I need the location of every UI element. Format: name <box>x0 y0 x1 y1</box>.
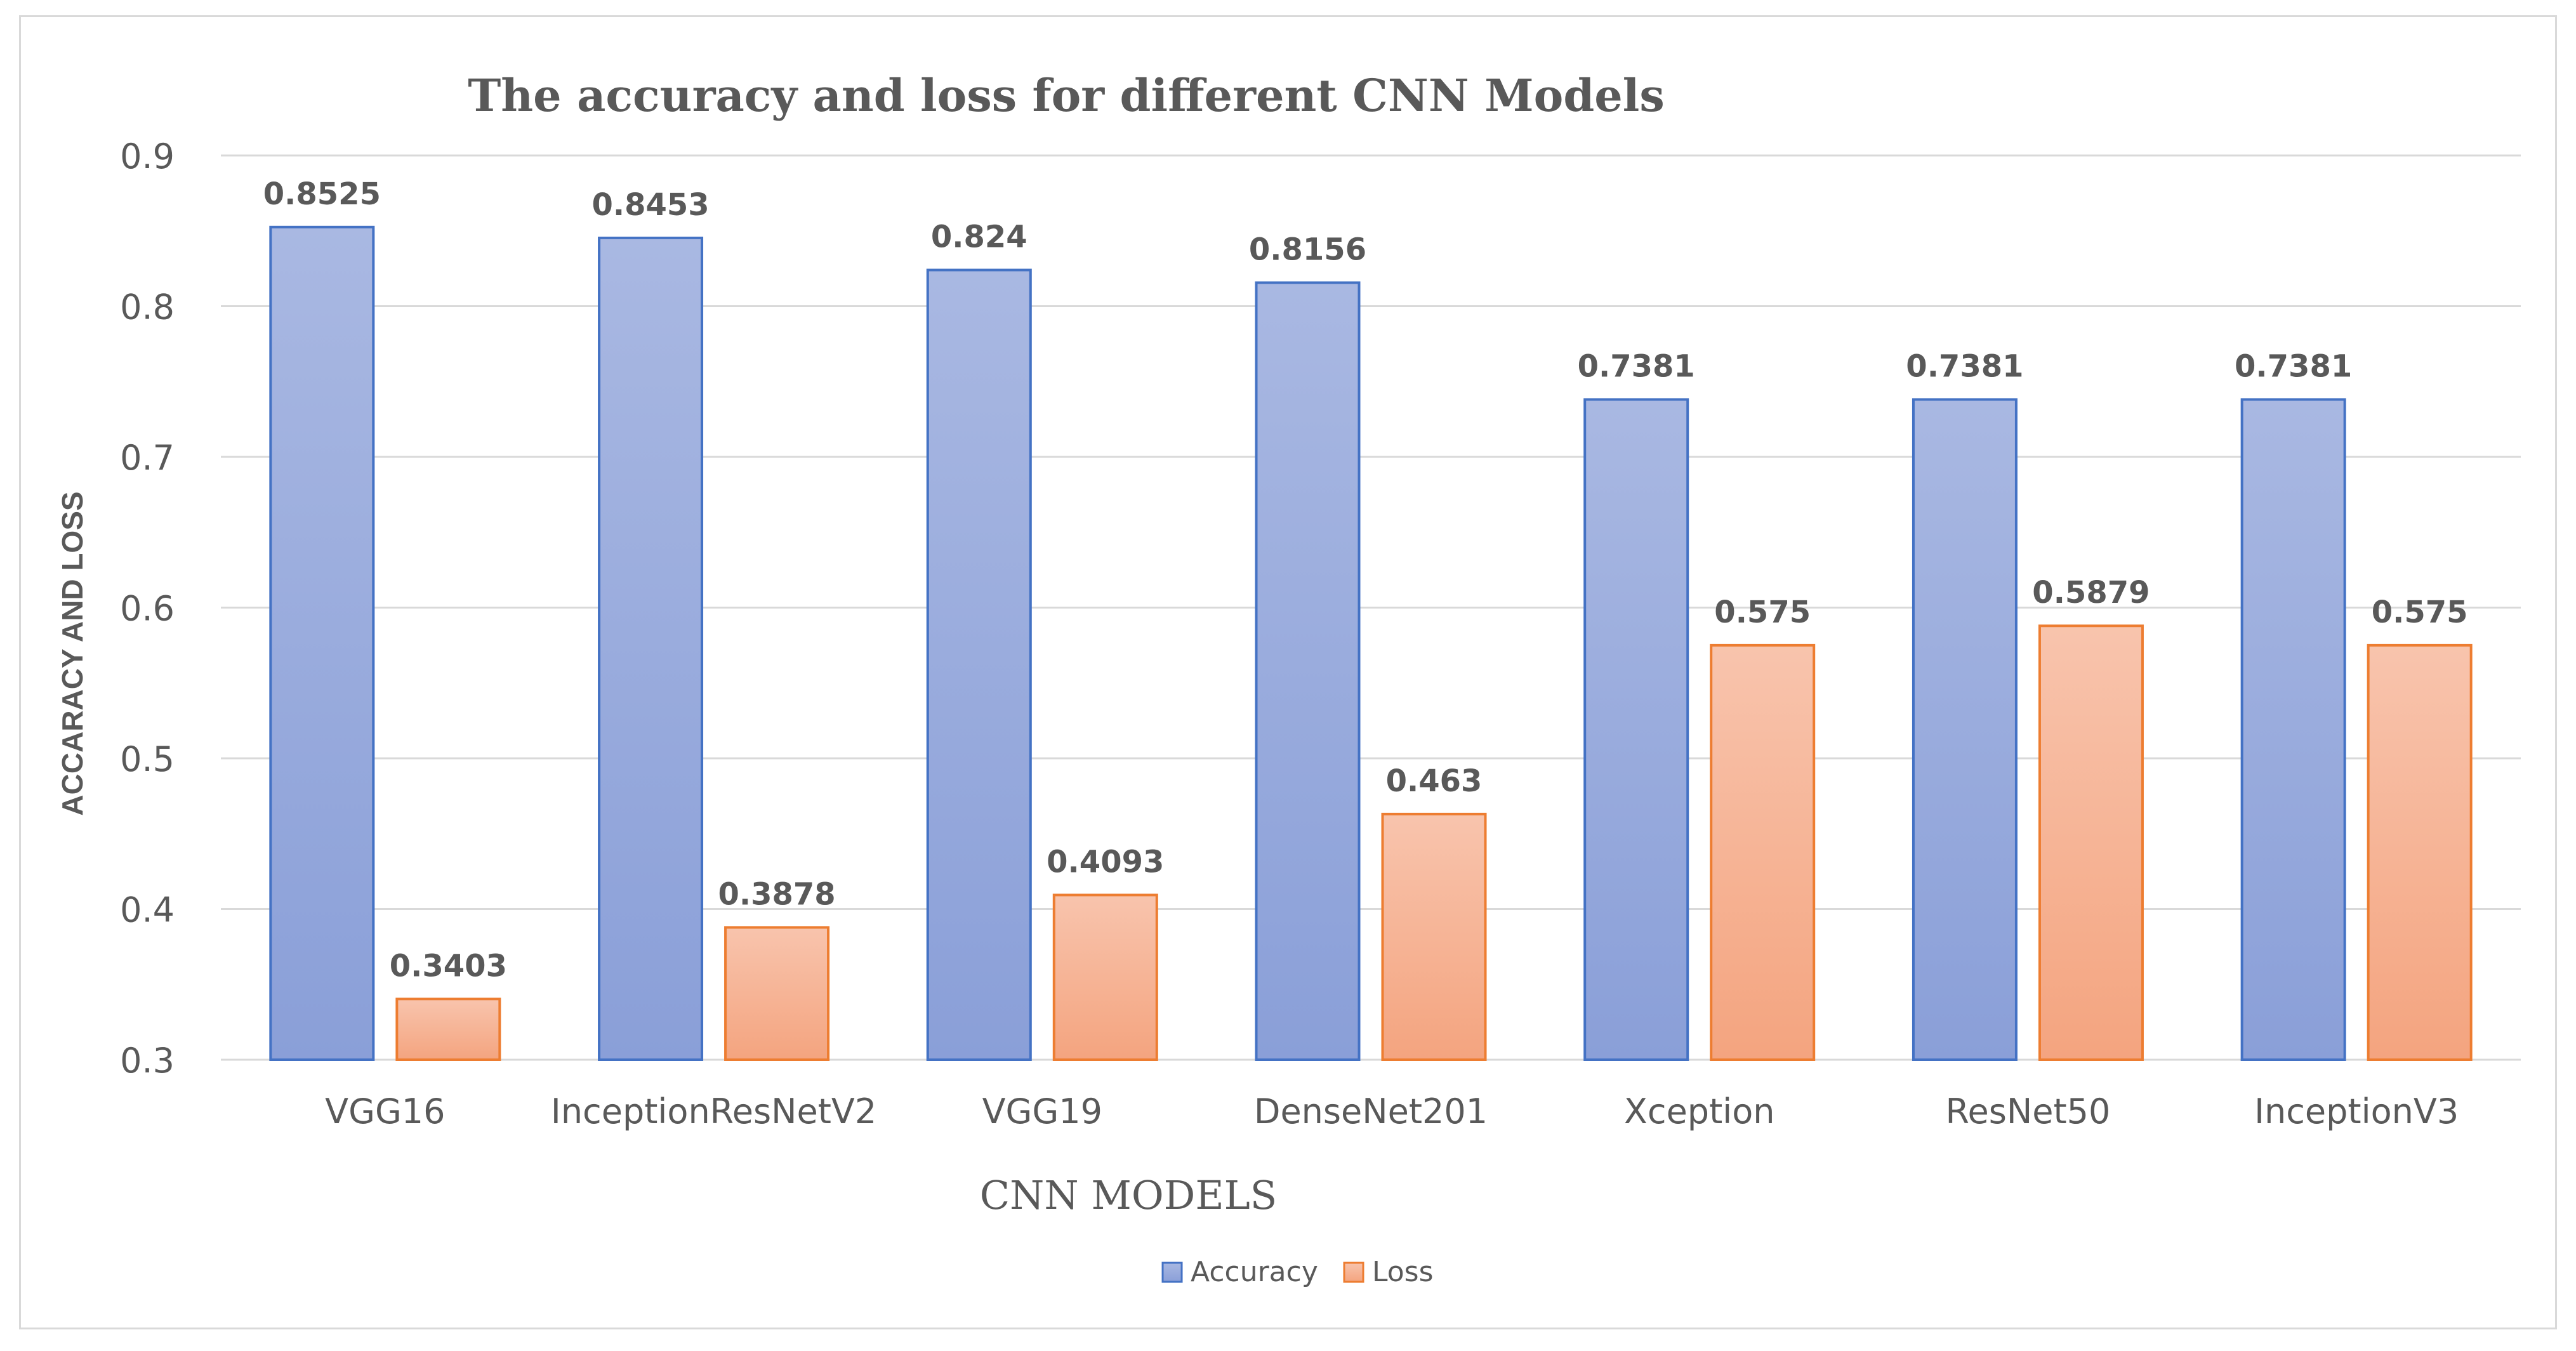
category-labels: VGG16 InceptionResNetV2 VGG19 DenseNet201 Xc… <box>325 1091 2459 1131</box>
bar-accuracy <box>598 236 704 1062</box>
y-tick-label: 0.9 <box>120 136 175 176</box>
category-label: Xception <box>1624 1091 1775 1131</box>
category-label: DenseNet201 <box>1254 1091 1488 1131</box>
y-axis-label: ACCARACY AND LOSS <box>56 491 89 815</box>
data-label-loss: 0.575 <box>2372 595 2468 630</box>
y-tick-label: 0.5 <box>120 739 175 779</box>
data-label-accuracy: 0.7381 <box>2235 349 2352 385</box>
legend: Accuracy Loss <box>1161 1256 1434 1288</box>
bar-loss <box>724 926 830 1061</box>
legend-label-accuracy: Accuracy <box>1191 1256 1318 1288</box>
legend-label-loss: Loss <box>1372 1256 1434 1288</box>
bar-accuracy <box>2240 398 2346 1062</box>
x-axis-label: CNN MODELS <box>980 1172 1278 1218</box>
bar-loss <box>1052 893 1158 1061</box>
bar-accuracy <box>926 268 1032 1061</box>
y-tick-label: 0.7 <box>120 438 175 478</box>
y-tick-label: 0.8 <box>120 287 175 327</box>
y-tick-label: 0.3 <box>120 1041 175 1081</box>
bar-accuracy <box>1912 398 2018 1062</box>
data-label-accuracy: 0.7381 <box>1906 349 2023 385</box>
bar-loss <box>1381 812 1487 1061</box>
data-label-accuracy: 0.8156 <box>1249 232 1366 267</box>
category-label: InceptionResNetV2 <box>551 1091 876 1131</box>
data-label-loss: 0.3403 <box>390 948 507 984</box>
y-tick-label: 0.4 <box>120 890 175 930</box>
data-labels: 0.8525 0.3403 0.8453 0.3878 0.824 0.4093 0.815… <box>263 176 2468 984</box>
legend-swatch-loss <box>1343 1262 1364 1283</box>
bar-loss <box>2038 624 2144 1061</box>
category-label: VGG16 <box>325 1091 445 1131</box>
legend-swatch-accuracy <box>1161 1262 1183 1283</box>
y-tick-label: 0.6 <box>120 589 175 629</box>
data-label-loss: 0.5879 <box>2032 575 2150 610</box>
data-label-loss: 0.4093 <box>1047 844 1164 880</box>
data-label-accuracy: 0.824 <box>931 220 1027 255</box>
bar-loss <box>395 998 501 1061</box>
bar-accuracy <box>269 225 375 1061</box>
bar-loss <box>1710 643 1816 1061</box>
data-label-loss: 0.575 <box>1714 595 1811 630</box>
gridlines <box>221 154 2521 1061</box>
y-axis-ticks: 0.3 0.4 0.5 0.6 0.7 0.8 0.9 <box>120 136 175 1081</box>
bars <box>269 225 2473 1062</box>
data-label-accuracy: 0.7381 <box>1578 349 1695 385</box>
chart-title: The accuracy and loss for different CNN … <box>468 69 1665 122</box>
data-label-accuracy: 0.8453 <box>591 187 709 223</box>
category-label: ResNet50 <box>1945 1091 2110 1131</box>
category-label: InceptionV3 <box>2254 1091 2459 1131</box>
data-label-loss: 0.463 <box>1386 763 1483 799</box>
bar-loss <box>2367 643 2473 1061</box>
data-label-accuracy: 0.8525 <box>263 176 381 212</box>
bar-accuracy <box>1583 398 1689 1062</box>
category-label: VGG19 <box>982 1091 1102 1131</box>
data-label-loss: 0.3878 <box>718 876 835 912</box>
bar-accuracy <box>1255 281 1361 1062</box>
